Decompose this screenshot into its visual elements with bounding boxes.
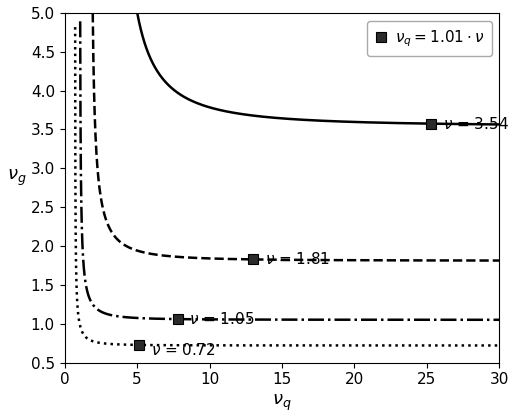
Text: $\nu$ = 0.72: $\nu$ = 0.72 xyxy=(151,342,215,358)
Legend: $\nu_q = 1.01 \cdot \nu$: $\nu_q = 1.01 \cdot \nu$ xyxy=(367,21,492,56)
Y-axis label: $\nu_g$: $\nu_g$ xyxy=(7,168,27,188)
X-axis label: $\nu_q$: $\nu_q$ xyxy=(272,393,292,413)
Text: $\nu$ = 3.54: $\nu$ = 3.54 xyxy=(443,116,509,131)
Text: $\nu$ = 1.05: $\nu$ = 1.05 xyxy=(189,311,255,327)
Text: $\nu$ = 1.81: $\nu$ = 1.81 xyxy=(265,252,330,268)
